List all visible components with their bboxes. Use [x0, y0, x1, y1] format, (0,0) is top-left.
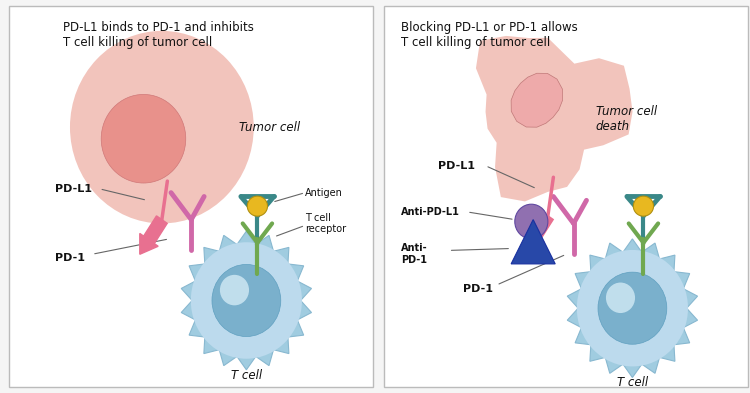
- Text: Tumor cell
death: Tumor cell death: [596, 105, 657, 134]
- Text: T cell: T cell: [231, 369, 262, 382]
- FancyArrow shape: [140, 216, 167, 254]
- Circle shape: [220, 275, 249, 305]
- Polygon shape: [476, 36, 632, 202]
- Text: PD-L1 binds to PD-1 and inhibits
T cell killing of tumor cell: PD-L1 binds to PD-1 and inhibits T cell …: [62, 21, 254, 49]
- Text: Tumor cell: Tumor cell: [239, 121, 300, 134]
- Circle shape: [514, 204, 548, 239]
- Ellipse shape: [248, 196, 268, 216]
- Polygon shape: [512, 73, 562, 127]
- Text: Anti-PD-L1: Anti-PD-L1: [400, 207, 460, 217]
- Text: T cell: T cell: [616, 376, 648, 389]
- Circle shape: [70, 31, 254, 224]
- Text: Antigen: Antigen: [305, 187, 343, 198]
- Circle shape: [577, 250, 688, 366]
- Circle shape: [606, 283, 635, 313]
- Text: PD-1: PD-1: [464, 284, 494, 294]
- Ellipse shape: [633, 196, 653, 216]
- Text: PD-1: PD-1: [56, 253, 86, 263]
- Text: PD-L1: PD-L1: [56, 184, 92, 194]
- Text: PD-L1: PD-L1: [438, 161, 475, 171]
- Circle shape: [190, 242, 302, 359]
- Polygon shape: [567, 239, 698, 378]
- Text: Blocking PD-L1 or PD-1 allows
T cell killing of tumor cell: Blocking PD-L1 or PD-1 allows T cell kil…: [400, 21, 578, 49]
- Circle shape: [101, 94, 186, 183]
- Text: Anti-
PD-1: Anti- PD-1: [400, 244, 427, 265]
- Circle shape: [212, 264, 280, 336]
- FancyBboxPatch shape: [9, 6, 374, 387]
- Circle shape: [598, 272, 667, 344]
- Polygon shape: [182, 231, 311, 370]
- Polygon shape: [512, 220, 555, 264]
- FancyBboxPatch shape: [384, 6, 748, 387]
- FancyArrow shape: [526, 212, 554, 250]
- Text: T cell
receptor: T cell receptor: [305, 213, 347, 234]
